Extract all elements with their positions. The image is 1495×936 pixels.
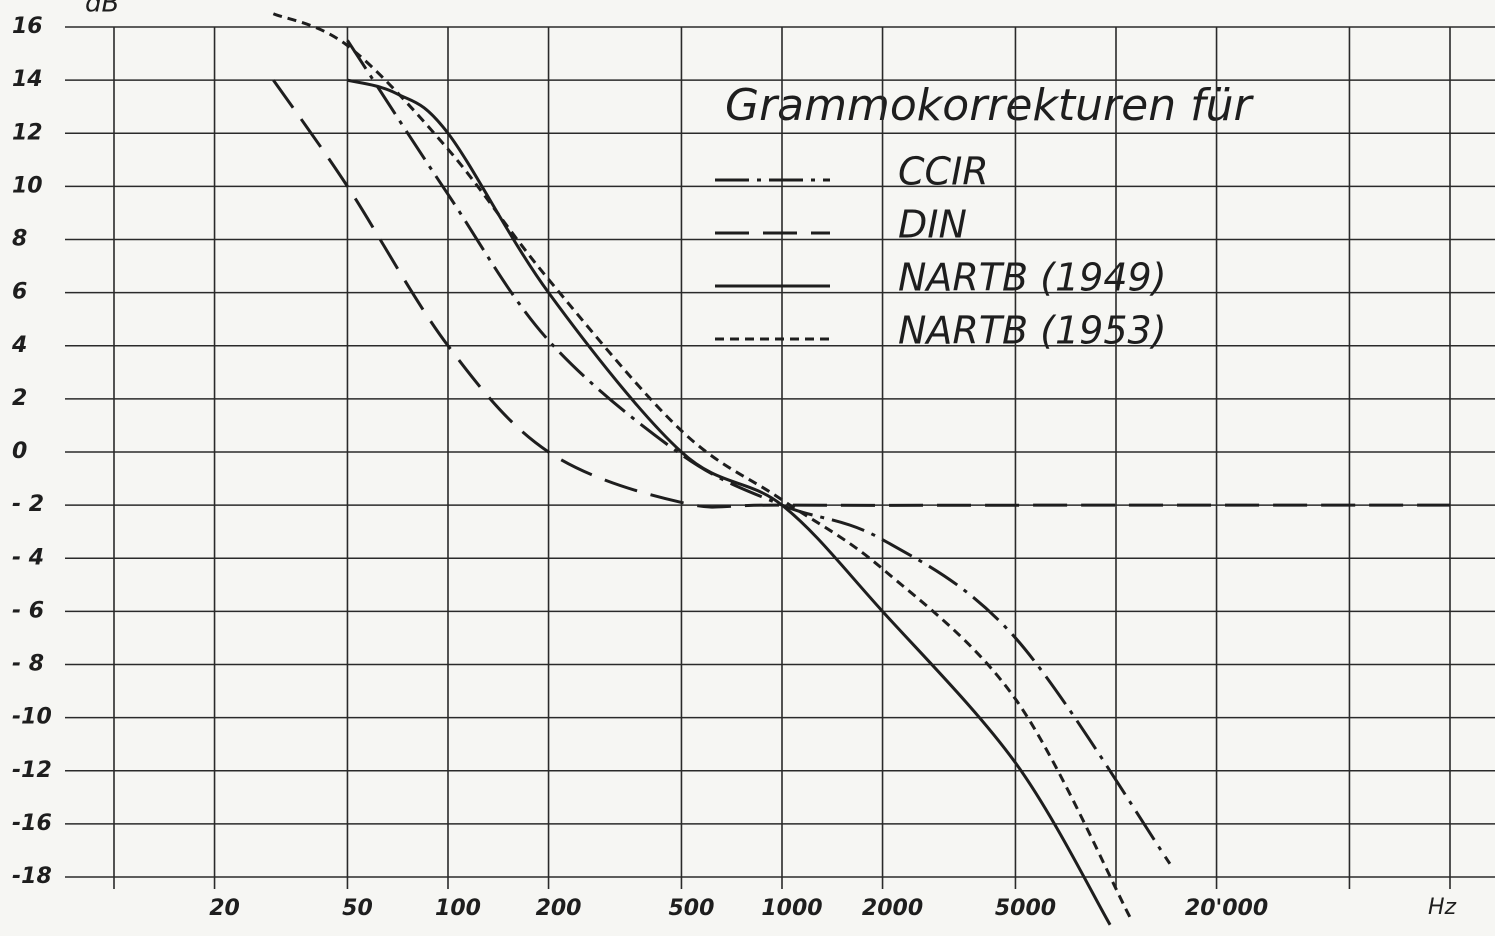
y-tick-label: 10 [12,173,43,198]
y-tick-label: 8 [12,227,27,252]
line-series [347,78,1112,926]
line-series [272,79,1450,509]
legend-label: NARTB (1953) [898,309,1167,353]
x-tick-label: 20'000 [1185,896,1268,921]
legend-label: CCIR [898,150,989,194]
y-tick-label: -12 [12,758,52,783]
legend-label: DIN [898,203,967,247]
x-tick-label: 5000 [995,896,1056,921]
y-tick-label: 0 [12,439,27,464]
x-tick-label: 1000 [761,896,822,921]
y-tick-label: - 6 [12,598,44,623]
y-tick-label: 4 [11,333,27,358]
line-series [346,39,1172,865]
y-axis-label: dB [85,0,119,19]
y-tick-label: 2 [12,386,27,411]
chart-title: Grammokorrekturen für [725,80,1254,131]
y-tick-label: -16 [12,811,52,836]
y-tick-label: - 2 [12,492,44,517]
legend-label: NARTB (1949) [898,256,1167,300]
y-tick-label: -18 [12,864,52,889]
y-tick-label: - 4 [12,545,44,570]
x-axis-label: Hz [1428,895,1457,920]
x-tick-label: 20 [209,896,240,921]
line-series [272,12,1132,918]
y-tick-label: 14 [12,67,43,92]
y-tick-label: - 8 [12,652,44,677]
x-tick-label: 200 [536,896,582,921]
x-tick-label: 500 [668,896,714,921]
y-tick-label: 12 [12,120,43,145]
x-tick-label: 50 [342,896,373,921]
y-tick-label: -10 [12,705,52,730]
y-tick-label: 6 [12,280,27,305]
x-tick-label: 2000 [862,896,923,921]
x-tick-label: 100 [435,896,481,921]
y-tick-label: 16 [12,14,43,39]
